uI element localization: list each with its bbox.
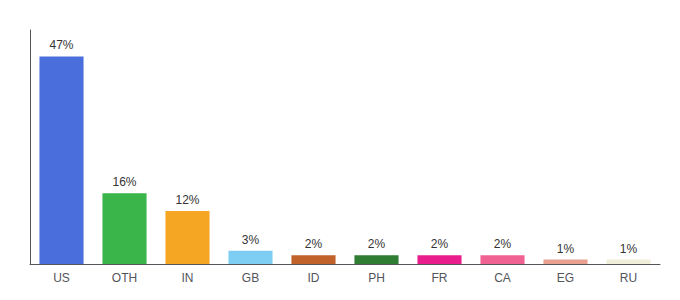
svg-text:OTH: OTH bbox=[112, 271, 137, 285]
svg-text:IN: IN bbox=[182, 271, 194, 285]
svg-text:US: US bbox=[53, 271, 70, 285]
svg-text:1%: 1% bbox=[557, 242, 575, 256]
svg-text:2%: 2% bbox=[305, 237, 323, 251]
svg-text:3%: 3% bbox=[242, 233, 260, 247]
svg-text:EG: EG bbox=[557, 271, 574, 285]
svg-text:CA: CA bbox=[494, 271, 511, 285]
svg-text:12%: 12% bbox=[175, 193, 199, 207]
svg-text:16%: 16% bbox=[112, 175, 136, 189]
svg-text:2%: 2% bbox=[368, 237, 386, 251]
svg-text:GB: GB bbox=[242, 271, 259, 285]
svg-text:2%: 2% bbox=[431, 237, 449, 251]
svg-text:FR: FR bbox=[432, 271, 448, 285]
svg-text:PH: PH bbox=[368, 271, 385, 285]
svg-text:47%: 47% bbox=[49, 38, 73, 52]
svg-text:1%: 1% bbox=[620, 242, 638, 256]
svg-text:ID: ID bbox=[308, 271, 320, 285]
svg-text:RU: RU bbox=[620, 271, 637, 285]
svg-text:2%: 2% bbox=[494, 237, 512, 251]
